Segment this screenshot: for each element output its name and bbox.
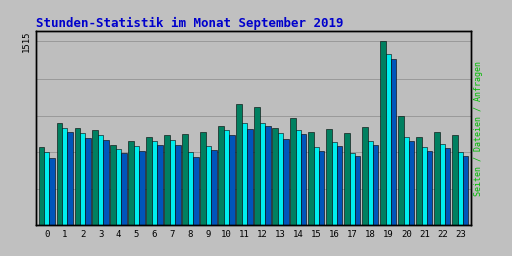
Y-axis label: Seiten / Dateien / Anfragen: Seiten / Dateien / Anfragen	[474, 60, 483, 196]
Bar	[152, 141, 157, 225]
Bar	[103, 140, 109, 225]
Bar	[380, 41, 386, 225]
Bar	[373, 145, 378, 225]
Bar	[296, 130, 301, 225]
Bar	[67, 132, 73, 225]
Bar	[111, 145, 116, 225]
Bar	[139, 151, 144, 225]
Bar	[326, 129, 332, 225]
Bar	[93, 131, 98, 225]
Bar	[332, 142, 337, 225]
Bar	[188, 152, 193, 225]
Bar	[398, 116, 403, 225]
Bar	[219, 125, 224, 225]
Bar	[121, 153, 126, 225]
Bar	[175, 145, 181, 225]
Bar	[421, 147, 427, 225]
Bar	[290, 118, 296, 225]
Bar	[319, 151, 325, 225]
Bar	[278, 133, 283, 225]
Bar	[164, 135, 170, 225]
Bar	[229, 135, 234, 225]
Bar	[56, 123, 62, 225]
Bar	[247, 129, 252, 225]
Bar	[458, 152, 463, 225]
Bar	[146, 136, 152, 225]
Bar	[170, 140, 175, 225]
Bar	[224, 131, 229, 225]
Bar	[129, 141, 134, 225]
Bar	[314, 147, 319, 225]
Bar	[344, 133, 350, 225]
Text: Stunden-Statistik im Monat September 2019: Stunden-Statistik im Monat September 201…	[36, 16, 344, 29]
Bar	[440, 144, 445, 225]
Bar	[301, 134, 307, 225]
Bar	[116, 149, 121, 225]
Bar	[308, 132, 314, 225]
Bar	[62, 128, 67, 225]
Bar	[283, 138, 288, 225]
Bar	[452, 135, 458, 225]
Bar	[157, 145, 163, 225]
Bar	[416, 136, 421, 225]
Bar	[242, 123, 247, 225]
Bar	[409, 141, 414, 225]
Bar	[134, 146, 139, 225]
Bar	[49, 158, 55, 225]
Bar	[182, 134, 188, 225]
Bar	[272, 128, 278, 225]
Bar	[254, 107, 260, 225]
Bar	[350, 153, 355, 225]
Bar	[362, 127, 368, 225]
Bar	[80, 133, 86, 225]
Bar	[434, 132, 440, 225]
Bar	[237, 104, 242, 225]
Bar	[200, 132, 206, 225]
Bar	[193, 157, 199, 225]
Bar	[206, 146, 211, 225]
Bar	[445, 148, 451, 225]
Bar	[368, 141, 373, 225]
Bar	[386, 54, 391, 225]
Bar	[427, 152, 432, 225]
Bar	[211, 150, 217, 225]
Bar	[463, 156, 468, 225]
Bar	[86, 138, 91, 225]
Bar	[265, 126, 270, 225]
Bar	[98, 135, 103, 225]
Bar	[38, 147, 44, 225]
Bar	[355, 156, 360, 225]
Bar	[337, 146, 343, 225]
Bar	[44, 152, 49, 225]
Bar	[403, 137, 409, 225]
Bar	[75, 128, 80, 225]
Bar	[391, 59, 396, 225]
Bar	[260, 123, 265, 225]
